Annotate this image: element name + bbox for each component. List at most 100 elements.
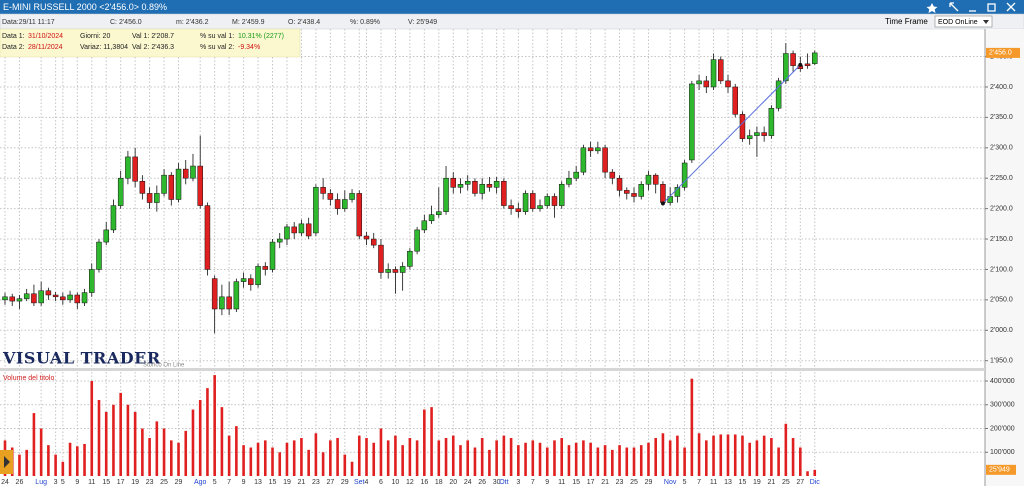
candle-body: [96, 241, 102, 270]
candle-body: [255, 266, 261, 285]
candle-body: [522, 193, 529, 212]
volume-bar: [632, 447, 636, 476]
volume-bar: [61, 461, 65, 476]
time-frame-value[interactable]: EOD OnLine: [938, 19, 978, 26]
x-tick-label: 20: [449, 479, 457, 486]
candle-body: [660, 184, 666, 203]
pin-icon[interactable]: [949, 2, 959, 12]
volume-bar: [314, 433, 318, 476]
volume-bar: [770, 438, 773, 476]
close-icon[interactable]: [1006, 2, 1016, 12]
candle-body: [38, 290, 44, 304]
candle-body: [739, 114, 746, 139]
favorite-icon[interactable]: [926, 3, 938, 13]
volume-bar: [271, 447, 274, 476]
candle-body: [132, 156, 138, 182]
candle-body: [146, 193, 153, 203]
volume-bar: [596, 447, 600, 476]
x-tick-label: 7: [531, 479, 535, 486]
x-tick-label: 11: [558, 479, 565, 486]
candle-body: [609, 171, 616, 179]
info-box-cell: 31/10/2024: [28, 33, 63, 40]
candle-body: [573, 171, 579, 179]
volume-bar: [639, 445, 643, 476]
time-frame-select[interactable]: [934, 15, 993, 28]
candle-body: [551, 196, 558, 206]
volume-bar: [394, 435, 397, 476]
volume-bar: [206, 388, 209, 476]
candle-body: [421, 220, 428, 231]
x-tick-label: 6: [379, 479, 383, 486]
x-tick-label: 7: [227, 479, 231, 486]
y-tick-label: 2'100.0: [990, 266, 1013, 273]
volume-bar: [343, 454, 347, 476]
x-tick-label: 25: [160, 479, 168, 486]
volume-bar: [18, 454, 21, 476]
x-tick-label: 3: [516, 479, 520, 486]
candle-body: [183, 168, 189, 179]
volume-tick-label: 400'000: [990, 378, 1015, 385]
x-tick-label: 25: [782, 479, 790, 486]
candle-body: [710, 59, 717, 88]
volume-bar: [408, 438, 412, 476]
y-tick-label: 1'950.0: [990, 358, 1013, 365]
x-tick-label: 21: [767, 479, 775, 486]
x-tick-label: Nov: [664, 479, 677, 486]
volume-bar: [329, 440, 332, 476]
dropdown-arrow[interactable]: [983, 20, 989, 24]
candle-body: [190, 165, 196, 179]
candle-body: [67, 294, 73, 301]
volume-bar: [697, 433, 701, 476]
restore-icon[interactable]: [987, 3, 996, 12]
candle-body: [580, 147, 587, 173]
candle-body: [45, 290, 52, 296]
info-box-cell: Variaz: 11,3804: [80, 44, 128, 51]
candle-body: [493, 181, 500, 188]
candle-body: [385, 269, 391, 273]
volume-bar: [733, 434, 737, 476]
volume-bar: [509, 438, 513, 476]
volume-bar: [90, 381, 94, 476]
volume-bar: [589, 442, 592, 476]
candle-body: [732, 86, 738, 115]
x-tick-label: 9: [242, 479, 246, 486]
candle-body: [342, 199, 348, 209]
candle-body: [407, 250, 413, 267]
candle-body: [566, 177, 572, 185]
candle-body: [334, 199, 341, 209]
volume-bar: [83, 443, 86, 476]
volume-bar: [126, 404, 130, 476]
volume-bar: [488, 449, 491, 476]
info-box-cell: % su val 2:: [200, 44, 234, 51]
info-field: V: 25'949: [408, 19, 437, 26]
volume-bar: [423, 409, 426, 476]
volume-bar: [357, 435, 361, 476]
candle-body: [775, 80, 782, 109]
volume-bar: [25, 449, 28, 476]
title-bar: [0, 0, 1024, 14]
volume-bar: [386, 440, 390, 476]
axis-panel: [985, 29, 1024, 486]
volume-bar: [625, 447, 629, 476]
volume-bar: [235, 426, 238, 476]
candle-body: [219, 296, 225, 310]
volume-bar: [155, 421, 159, 476]
volume-bar: [567, 445, 571, 476]
candle-body: [175, 168, 182, 200]
window-controls[interactable]: [926, 2, 1016, 13]
scroll-arrow[interactable]: [4, 456, 10, 468]
last-volume-label: 25'949: [989, 467, 1010, 474]
candle-body: [74, 294, 81, 304]
y-tick-label: 2'400.0: [990, 84, 1013, 91]
x-tick-label: 19: [753, 479, 761, 486]
info-field: O: 2'438.4: [288, 19, 320, 26]
info-field: m: 2'436.2: [176, 19, 209, 26]
logo: VISUAL TRADER: [2, 349, 161, 368]
volume-bar: [538, 442, 542, 476]
candle-body: [515, 208, 522, 212]
volume-bar: [784, 423, 788, 476]
candle-body: [349, 193, 355, 200]
x-tick-label: 27: [796, 479, 804, 486]
